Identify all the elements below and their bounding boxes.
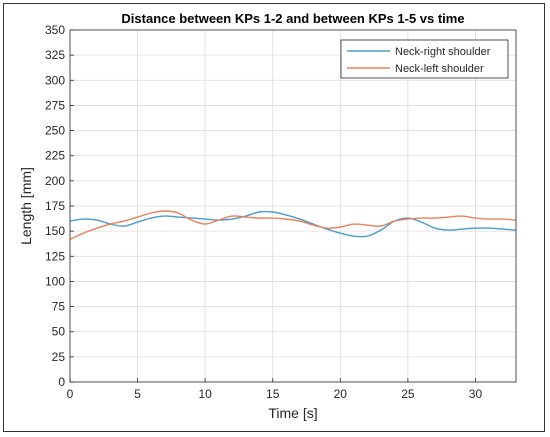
- y-axis-label: Length [mm]: [18, 167, 34, 245]
- y-tick-label: 100: [45, 274, 65, 288]
- y-tick-label: 150: [45, 224, 65, 238]
- x-tick-label: 20: [334, 387, 348, 401]
- y-tick-label: 275: [45, 98, 65, 112]
- legend-label-neck-left: Neck-left shoulder: [395, 63, 484, 75]
- legend: Neck-right shoulder Neck-left shoulder: [340, 39, 509, 79]
- x-tick-label: 10: [198, 387, 212, 401]
- legend-box: [340, 39, 509, 79]
- x-tick-label: 0: [67, 387, 74, 401]
- x-axis-label: Time [s]: [268, 405, 317, 421]
- series-layer: [69, 210, 517, 240]
- legend-label-neck-right: Neck-right shoulder: [395, 46, 491, 58]
- y-tick-label: 75: [52, 300, 66, 314]
- x-tick-label: 5: [134, 387, 141, 401]
- y-tick-label: 200: [45, 174, 65, 188]
- y-tick-label: 50: [52, 325, 66, 339]
- y-tick-label: 25: [52, 350, 66, 364]
- chart-title: Distance between KPs 1-2 and between KPs…: [121, 11, 464, 26]
- series-line-neck-right-shoulder: [69, 210, 517, 238]
- y-tick-label: 325: [45, 48, 65, 62]
- y-tick-label: 125: [45, 249, 65, 263]
- x-tick-label: 15: [266, 387, 280, 401]
- y-tick-label: 250: [45, 124, 65, 138]
- y-tick-label: 175: [45, 199, 65, 213]
- x-tick-label: 30: [469, 387, 483, 401]
- x-tick-label: 25: [401, 387, 415, 401]
- y-ticks: 0 25 50 75 100 125 150 175 200 225 250 275 300 325 350: [45, 23, 74, 389]
- y-tick-label: 0: [58, 375, 65, 389]
- x-ticks: 0 5 10 15 20 25 30: [67, 378, 483, 401]
- series-line-neck-left-shoulder: [69, 210, 517, 240]
- y-tick-label: 225: [45, 149, 65, 163]
- y-tick-label: 300: [45, 73, 65, 87]
- y-tick-label: 350: [45, 23, 65, 37]
